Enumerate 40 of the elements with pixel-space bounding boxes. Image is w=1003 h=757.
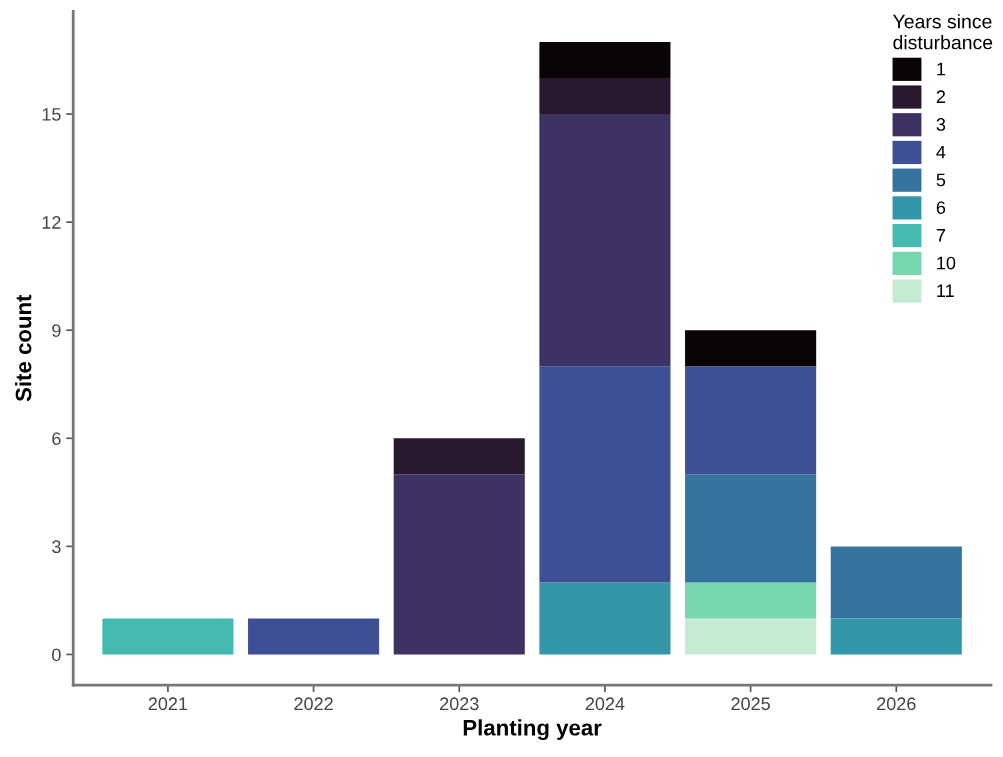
bar	[539, 78, 671, 115]
legend-title: Years since disturbance	[892, 14, 993, 50]
legend-label: 3	[936, 118, 946, 131]
y-tick-label: 0	[52, 648, 61, 662]
bar	[685, 330, 817, 367]
bar	[830, 618, 962, 655]
legend-label: 1	[937, 62, 946, 76]
x-tick-label: 2025	[731, 697, 770, 711]
bar	[102, 618, 234, 655]
bar	[248, 618, 380, 655]
bar	[830, 546, 962, 619]
x-tick-label: 2023	[440, 697, 479, 711]
y-tick-label: 6	[52, 432, 61, 446]
x-tick-label: 2021	[148, 697, 188, 711]
legend-label: 6	[936, 201, 946, 214]
x-tick-label: 2024	[585, 697, 625, 711]
x-tick-label: 2022	[294, 697, 333, 711]
bar	[393, 474, 525, 655]
bar	[539, 114, 671, 367]
y-tick-label: 9	[52, 324, 61, 337]
legend-label: 2	[936, 90, 946, 103]
y-tick-label: 12	[42, 216, 61, 229]
bar	[539, 582, 671, 655]
x-tick-label: 2026	[877, 697, 916, 711]
bar	[539, 41, 671, 79]
bar	[393, 438, 525, 475]
bar	[685, 582, 817, 619]
y-axis-title: Site count	[15, 294, 32, 402]
legend-label: 11	[937, 284, 954, 297]
bar	[685, 618, 817, 655]
y-tick-label: 3	[52, 540, 61, 554]
bar	[685, 474, 817, 583]
x-axis-title: Planting year	[463, 719, 602, 741]
bar	[539, 366, 671, 583]
legend-label: 7	[936, 229, 946, 242]
y-tick-label: 15	[42, 108, 61, 121]
legend-label: 4	[936, 145, 946, 159]
legend-label: 10	[937, 256, 956, 270]
bar	[685, 366, 817, 475]
legend-label: 5	[936, 173, 946, 187]
